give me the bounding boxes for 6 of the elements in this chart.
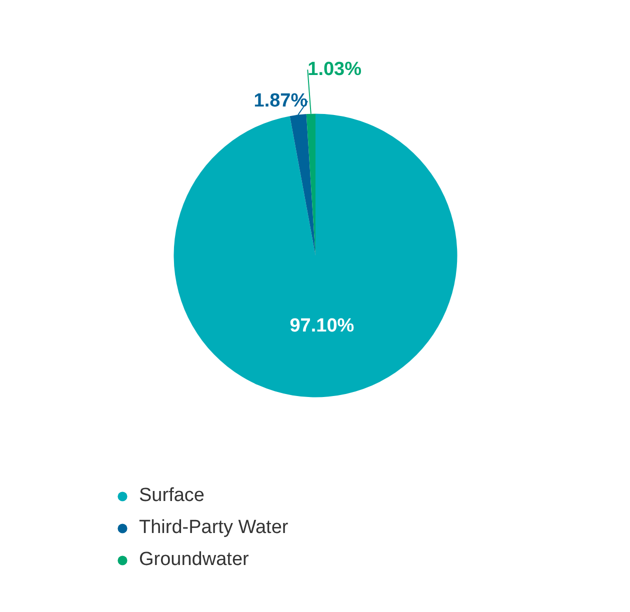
legend-label: Third-Party Water xyxy=(139,517,288,539)
legend-label: Groundwater xyxy=(139,549,249,571)
data-label: 97.10% xyxy=(290,316,354,337)
legend-label: Surface xyxy=(139,485,204,507)
data-label: 1.87% xyxy=(254,90,308,112)
data-label: 1.03% xyxy=(308,59,362,80)
